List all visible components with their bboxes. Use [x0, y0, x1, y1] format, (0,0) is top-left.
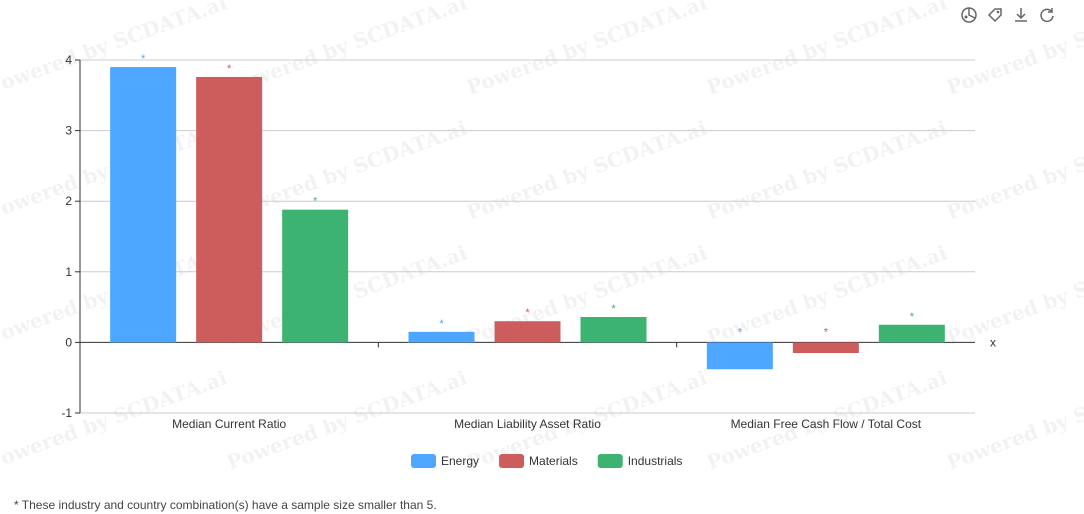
y-tick-label: 3 [65, 124, 72, 138]
data-label: * [738, 326, 743, 338]
download-icon[interactable] [1012, 6, 1030, 24]
y-tick-label: -1 [61, 406, 72, 420]
y-tick-label: 1 [65, 265, 72, 279]
legend-item[interactable]: Industrials [597, 454, 683, 468]
chart-type-icon[interactable] [960, 6, 978, 24]
legend-item[interactable]: Materials [499, 454, 578, 468]
data-label: * [313, 196, 318, 208]
legend-swatch [411, 454, 436, 468]
legend-swatch [597, 454, 623, 468]
legend-label: Energy [441, 454, 479, 468]
legend-label: Materials [529, 454, 578, 468]
y-tick-label: 2 [65, 194, 72, 208]
bar[interactable] [282, 209, 349, 343]
bar[interactable] [878, 324, 945, 343]
y-tick-label: 4 [65, 53, 72, 67]
data-label: * [227, 63, 232, 75]
footnote: * These industry and country combination… [14, 498, 437, 512]
data-label: * [824, 326, 829, 338]
watermark-text: Powered by SCDATA.ai [944, 115, 1084, 224]
bar[interactable] [792, 342, 859, 353]
bar[interactable] [196, 76, 263, 343]
data-label: * [141, 53, 146, 65]
y-tick-label: 0 [65, 335, 72, 349]
x-tick-label: Median Free Cash Flow / Total Cost [731, 417, 922, 431]
bar[interactable] [110, 67, 177, 343]
watermark-text: Powered by SCDATA.ai [464, 0, 711, 100]
bar[interactable] [580, 316, 647, 343]
watermark-text: Powered by SCDATA.ai [944, 240, 1084, 349]
legend-item[interactable]: Energy [411, 454, 479, 468]
data-label: * [910, 311, 915, 323]
bar[interactable] [706, 342, 773, 370]
x-tick-label: Median Current Ratio [172, 417, 286, 431]
watermark-text: Powered by SCDATA.ai [704, 0, 951, 100]
chart-toolbar [960, 6, 1056, 24]
data-label: * [525, 307, 530, 319]
watermark-text: Powered by SCDATA.ai [464, 115, 711, 224]
refresh-icon[interactable] [1038, 6, 1056, 24]
data-label: * [439, 318, 444, 330]
x-tick-label: Median Liability Asset Ratio [454, 417, 601, 431]
watermark-text: Powered by SCDATA.ai [944, 365, 1084, 474]
legend-label: Industrials [628, 454, 683, 468]
watermark-text: Powered by SCDATA.ai [704, 115, 951, 224]
tag-icon[interactable] [986, 6, 1004, 24]
data-label: * [611, 303, 616, 315]
bar[interactable] [408, 331, 475, 343]
bars: * * * * * * * * * [110, 53, 945, 370]
legend-swatch [499, 454, 525, 468]
x-axis-name: x [990, 335, 996, 349]
bar[interactable] [494, 321, 561, 343]
legend[interactable]: Energy Materials Industrials [411, 454, 682, 468]
